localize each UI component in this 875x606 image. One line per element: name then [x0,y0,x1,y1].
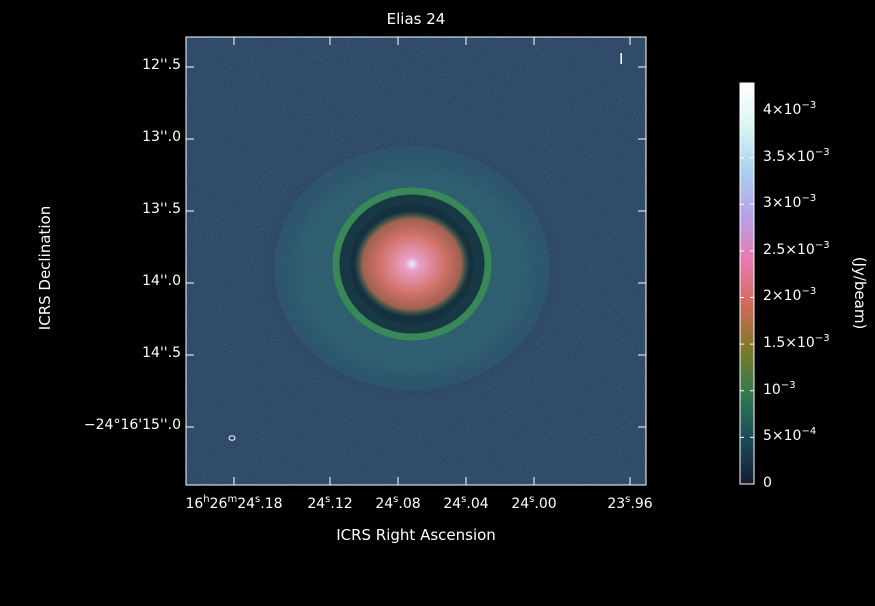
x-tick-label: 16h26m24s.18 [185,494,283,513]
colorbar-tick-label: 0 [763,475,772,491]
y-tick-label-wrap: 14''.5 [0,345,181,365]
disk-ring [332,187,492,341]
colorbar-tick-label: 2×10−3 [763,286,817,305]
colorbar-frame [739,82,755,485]
colorbar-tick-label: 4×10−3 [763,99,817,118]
sky-image [186,37,646,485]
colorbar [740,83,754,484]
y-tick-label-wrap: −24°16'15''.0 [0,417,181,437]
plot-title: Elias 24 [386,10,446,28]
y-tick-label: 13''.5 [142,201,181,217]
y-tick-label: 13''.0 [142,129,181,145]
y-tick-label: −24°16'15''.0 [83,417,181,433]
x-tick-label: 24s.08 [375,494,421,513]
image-frame [185,36,647,486]
x-tick-label: 24s.12 [307,494,353,513]
colorbar-tick-label: 3.5×10−3 [763,146,830,165]
y-tick-label-wrap: 13''.0 [0,129,181,149]
x-axis-label: ICRS Right Ascension [336,526,496,544]
x-tick-label: 24s.04 [443,494,489,513]
y-tick-label-wrap: 13''.5 [0,201,181,221]
colorbar-tick-label: 10−3 [763,379,796,398]
disk-core [354,211,470,317]
colorbar-tick-label: 3×10−3 [763,193,817,212]
y-tick-label: 14''.0 [142,273,181,289]
colorbar-tick-label: 5×10−4 [763,426,817,445]
x-tick-label: 23s.96 [607,494,653,513]
y-tick-label: 14''.5 [142,345,181,361]
y-tick-label: 12''.5 [142,57,181,73]
colorbar-tick-label: 1.5×10−3 [763,333,830,352]
y-tick-label-wrap: 14''.0 [0,273,181,293]
stokes-marker: I [619,50,624,68]
y-tick-label-wrap: 12''.5 [0,57,181,77]
beam-ellipse [228,435,236,441]
colorbar-tick-label: 2.5×10−3 [763,239,830,258]
x-tick-label: 24s.00 [511,494,557,513]
